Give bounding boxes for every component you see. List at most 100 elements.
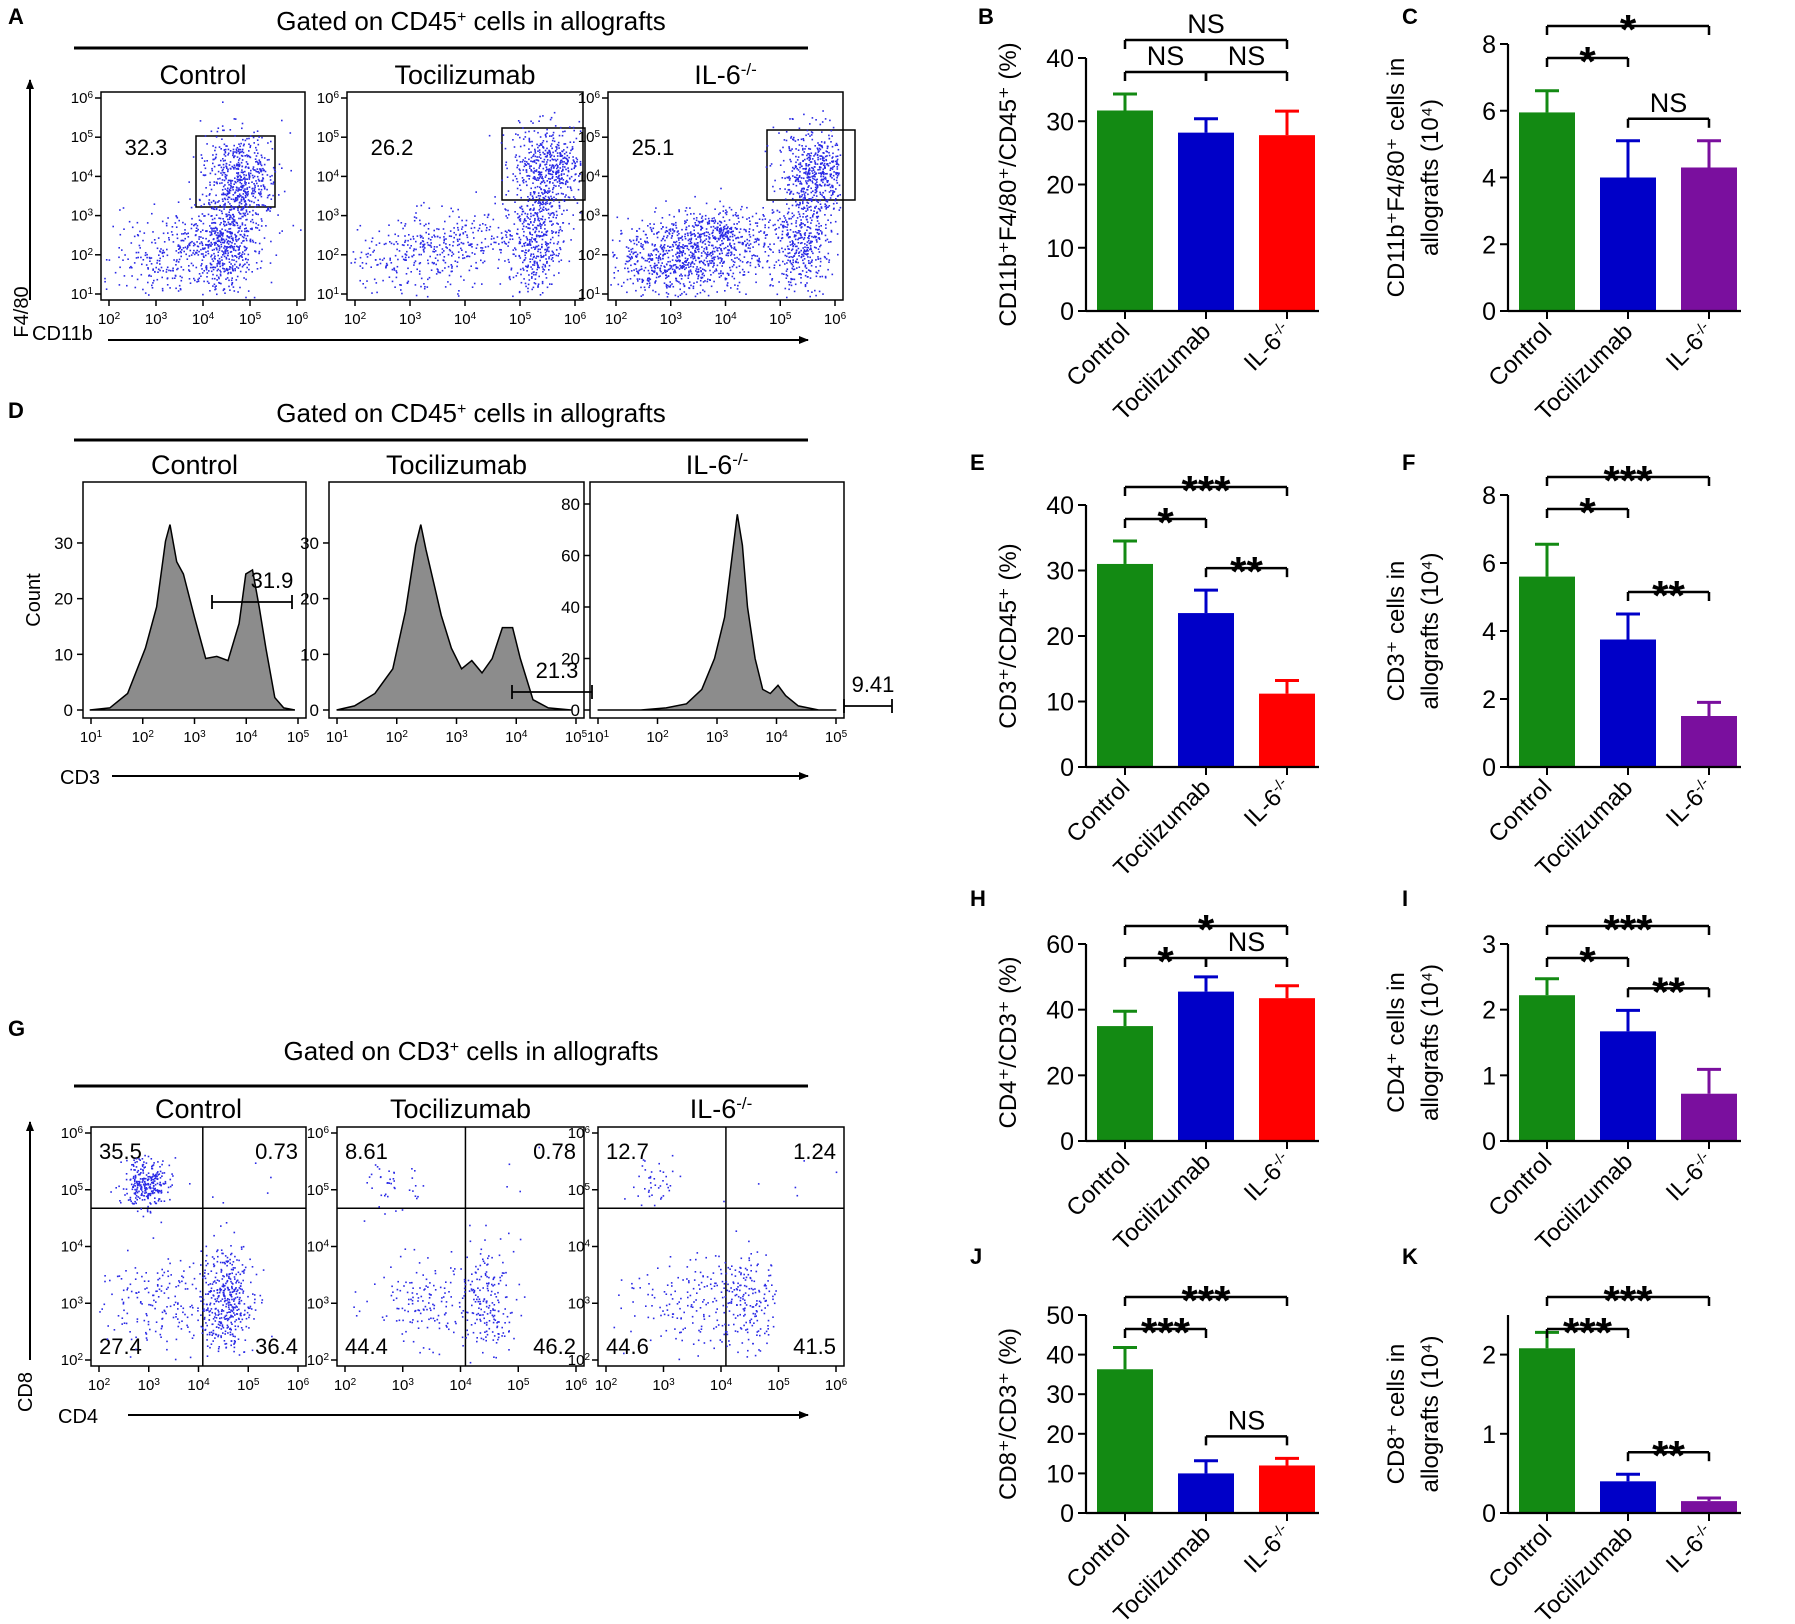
panel-A-scatter-dot [528,163,530,165]
panel-A-scatter-dot [548,182,551,184]
panel-A-scatter-dot [413,219,416,222]
panel-A-scatter-dot [560,259,563,261]
panel-A-scatter-dot [547,208,550,211]
panel-A-scatter-dot [376,264,378,266]
panel-A-scatter-dot [795,165,797,168]
panel-A-scatter-dot [223,179,226,182]
panel-A-scatter-dot [539,259,541,262]
panel-A-scatter-dot [694,195,696,198]
panel-G-scatter-dot [150,1158,153,1160]
panel-A-scatter-dot [663,244,666,246]
panel-A-scatter-dot [722,228,725,230]
panel-A-scatter-dot [222,254,224,256]
panel-A-scatter-dot [204,247,206,249]
panel-A-scatter-dot [149,257,151,260]
panel-A-scatter-dot [697,271,700,273]
panel-A-scatter-dot [746,206,748,209]
panel-A-scatter-dot [716,226,718,229]
panel-letter-A: A [8,4,24,29]
panel-A-scatter-dot [703,247,706,250]
panel-A-scatter-dot [244,188,246,190]
panel-A-scatter-dot [430,269,433,271]
panel-A-scatter-dot [518,219,521,221]
panel-A-scatter-dot [461,226,464,228]
panel-A-scatter-dot [712,253,714,255]
panel-A-scatter-dot [542,270,544,273]
panel-A-scatter-dot [526,175,528,177]
panel-A-scatter-dot [188,265,190,267]
panel-A-scatter-dot [415,240,417,243]
panel-A-scatter-dot [443,239,445,242]
panel-A-scatter-dot [794,234,797,237]
panel-A-scatter-dot [786,275,789,277]
panel-A-scatter-dot [528,158,530,161]
panel-A-scatter-dot [779,264,781,267]
panel-A-scatter-dot [651,243,654,245]
panel-A-scatter-dot [234,269,236,272]
panel-A-scatter-dot [579,164,582,166]
panel-A-scatter-dot [240,185,242,188]
panel-A-scatter-dot [210,233,213,236]
panel-A-scatter-dot [254,212,257,214]
panel-A-scatter-dot [756,222,759,224]
panel-A-scatter-dot [730,228,733,230]
panel-A-scatter-dot [167,217,169,219]
panel-A-scatter-dot [558,174,560,177]
panel-A-scatter-dot [550,173,552,176]
panel-A-scatter-dot [613,277,616,279]
panel-A-yaxis-tick-base: 10 [71,247,88,264]
panel-A-scatter-dot [233,183,235,185]
panel-A-scatter-dot [175,250,178,252]
panel-A-scatter-dot [660,270,662,273]
panel-A-scatter-dot [781,233,784,236]
panel-A-scatter-dot [529,192,532,194]
panel-A-scatter-dot [544,190,546,193]
panel-A-scatter-dot [666,287,668,289]
panel-A-scatter-dot [707,240,710,243]
panel-A-scatter-dot [255,155,258,157]
panel-A-scatter-dot [516,232,518,235]
panel-A-scatter-dot [507,190,510,192]
panel-A-scatter-dot [505,236,508,238]
panel-A-scatter-dot [755,240,757,243]
panel-A-scatter-dot [797,261,799,264]
panel-A-scatter-dot [816,147,819,150]
panel-A-scatter-dot [518,216,520,218]
panel-A-scatter-dot [543,158,546,161]
panel-A-scatter-dot [400,284,402,286]
panel-A-scatter-dot [268,194,271,196]
panel-A-scatter-dot [802,201,804,203]
panel-A-scatter-dot [803,113,805,116]
panel-A-scatter-dot [687,264,689,266]
panel-A-scatter-dot [258,252,260,255]
panel-A-scatter-dot [789,259,791,262]
panel-A-scatter-dot [825,158,827,161]
panel-A-scatter-dot [652,227,655,230]
panel-A-scatter-dot [189,241,192,244]
panel-A-scatter-dot [564,196,566,198]
panel-D-plot-title-base: IL-6 [686,450,733,480]
panel-A-scatter-dot [237,168,240,170]
panel-A-scatter-dot [226,254,229,257]
panel-A-scatter-dot [232,198,235,201]
panel-A-scatter-dot [480,230,483,232]
panel-A-scatter-dot [219,241,222,243]
panel-A-scatter-dot [514,201,516,203]
panel-A-scatter-dot [262,204,265,206]
panel-A-scatter-dot [437,271,439,273]
panel-A-scatter-dot [825,206,828,209]
panel-A-scatter-dot [171,226,174,228]
panel-A-scatter-dot [230,223,232,225]
panel-A-scatter-dot [649,223,651,225]
panel-A-scatter-dot [522,210,525,213]
panel-A-scatter-dot [808,232,811,235]
panel-A-scatter-dot [180,239,183,242]
panel-A-scatter-dot [157,268,160,271]
panel-A-scatter-dot [404,256,407,259]
panel-A-scatter-dot [246,261,248,264]
panel-A-scatter-dot [481,283,483,285]
panel-A-scatter-dot [219,231,222,233]
panel-G-yaxis-tick-base: 10 [61,1352,78,1369]
panel-A-scatter-dot [686,232,689,235]
panel-A-scatter-dot [662,226,664,228]
